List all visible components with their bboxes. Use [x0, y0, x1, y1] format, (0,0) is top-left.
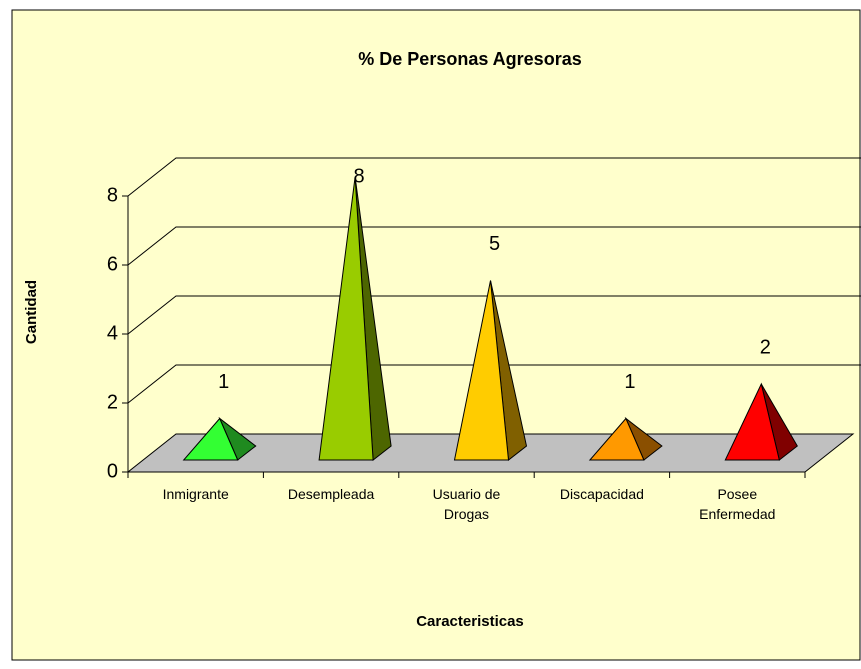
x-tick-label: Desempleada: [287, 486, 375, 502]
x-tick-label: Inmigrante: [162, 486, 229, 502]
chart-area: [11, 9, 861, 661]
pyramid-front: [453, 280, 510, 461]
grid-line: [127, 295, 861, 335]
y-tick-label: 2: [107, 391, 118, 413]
value-label: 1: [218, 371, 229, 393]
x-tick-label: Discapacidad: [559, 486, 644, 502]
y-axis-title: Cantidad: [23, 280, 40, 344]
grid-line: [127, 157, 861, 197]
value-label: 8: [354, 165, 365, 187]
y-tick-label: 8: [107, 184, 118, 206]
pyramid-front: [318, 176, 374, 461]
value-label: 1: [624, 371, 635, 393]
y-tick-label: 4: [107, 322, 118, 344]
x-axis-title: Caracteristicas: [416, 613, 524, 630]
value-label: 2: [760, 336, 771, 358]
pyramid-front: [724, 382, 780, 461]
x-tick-label: Posee Enfermedad: [699, 486, 776, 522]
chart-title: % De Personas Agresoras: [358, 49, 581, 69]
pyramid-front: [182, 417, 239, 461]
y-tick-label: 6: [107, 253, 118, 275]
y-tick-label: 0: [107, 460, 118, 482]
x-tick-label: Usuario de Drogas: [432, 486, 501, 522]
pyramid-front: [588, 417, 645, 461]
grid-line: [127, 226, 861, 266]
grid-line: [127, 364, 861, 404]
value-label: 5: [489, 233, 500, 255]
